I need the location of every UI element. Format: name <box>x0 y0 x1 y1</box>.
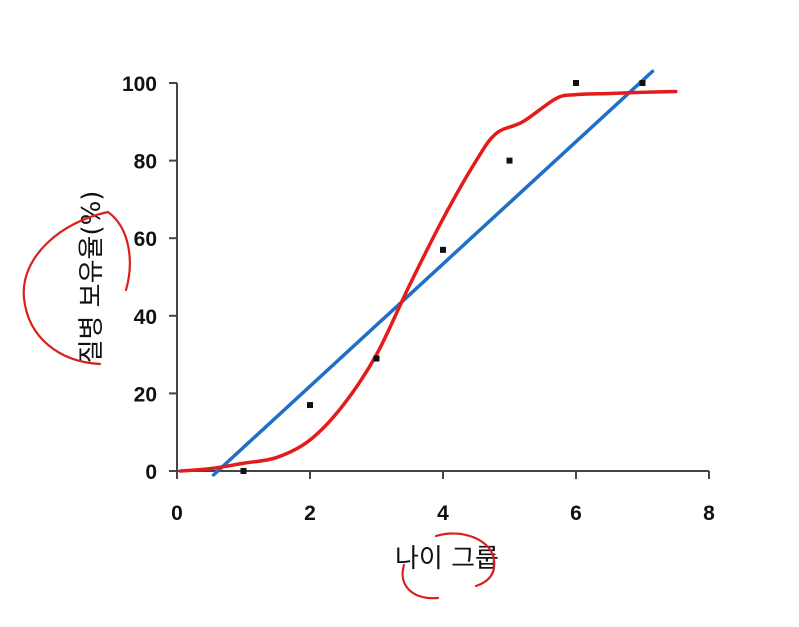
data-point <box>639 80 646 86</box>
y-tick-label: 40 <box>134 306 157 329</box>
y-tick-label: 20 <box>134 383 157 406</box>
data-point <box>240 468 247 474</box>
y-tick-label: 80 <box>134 151 157 174</box>
axes <box>176 83 709 472</box>
handwritten-annotations <box>22 210 496 600</box>
data-points <box>240 80 646 474</box>
x-tick-label: 2 <box>304 502 316 525</box>
data-point <box>506 157 513 164</box>
linear-fit-line <box>211 69 655 477</box>
y-tick-label: 0 <box>145 461 157 484</box>
x-tick-label: 0 <box>171 502 183 525</box>
data-point <box>440 246 446 253</box>
x-tick-label: 4 <box>437 502 449 525</box>
fit-lines <box>178 69 678 477</box>
y-tick-label: 60 <box>134 228 157 251</box>
tick-marks <box>169 82 710 479</box>
annotation-circle-y-title <box>22 210 131 366</box>
x-tick-label: 8 <box>703 502 715 525</box>
x-tick-label: 6 <box>570 502 582 525</box>
logistic-fit-curve <box>178 89 678 473</box>
data-point <box>373 355 380 362</box>
data-point <box>573 80 579 86</box>
annotation-circle-x-title <box>401 532 496 600</box>
data-point <box>307 402 313 409</box>
y-tick-label: 100 <box>122 73 157 96</box>
x-axis-title: 나이 그룹 <box>395 544 499 574</box>
